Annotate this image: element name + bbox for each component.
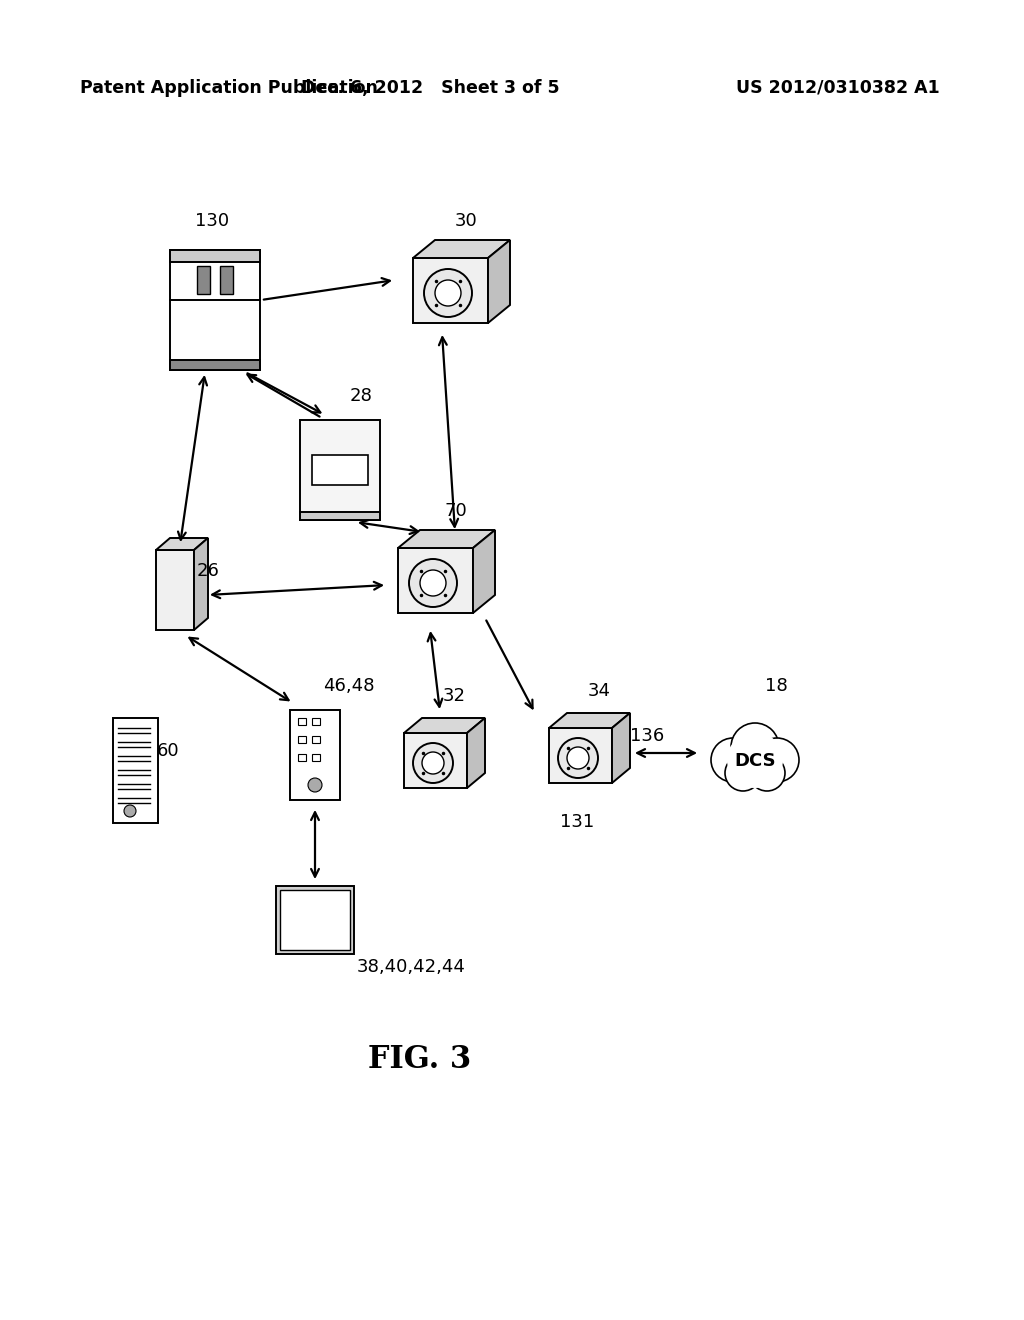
Polygon shape bbox=[156, 539, 208, 550]
Bar bbox=[290, 710, 340, 800]
Text: 131: 131 bbox=[560, 813, 594, 832]
Circle shape bbox=[124, 805, 136, 817]
Text: FIG. 3: FIG. 3 bbox=[369, 1044, 472, 1076]
Polygon shape bbox=[612, 713, 630, 783]
Circle shape bbox=[420, 570, 446, 597]
Polygon shape bbox=[413, 240, 510, 257]
Text: 46,48: 46,48 bbox=[323, 677, 375, 696]
Circle shape bbox=[409, 558, 457, 607]
Polygon shape bbox=[194, 539, 208, 630]
Text: Patent Application Publication: Patent Application Publication bbox=[80, 79, 378, 96]
Bar bbox=[298, 737, 306, 743]
Polygon shape bbox=[488, 240, 510, 323]
Bar bbox=[280, 890, 350, 950]
Circle shape bbox=[755, 738, 799, 781]
Text: DCS: DCS bbox=[734, 752, 776, 770]
Polygon shape bbox=[404, 718, 485, 733]
Circle shape bbox=[711, 738, 755, 781]
Circle shape bbox=[308, 777, 322, 792]
Circle shape bbox=[725, 755, 761, 791]
Bar bbox=[197, 267, 210, 294]
Bar bbox=[312, 718, 319, 725]
Circle shape bbox=[424, 269, 472, 317]
Circle shape bbox=[558, 738, 598, 777]
Polygon shape bbox=[473, 531, 495, 612]
Bar bbox=[113, 718, 158, 822]
Bar bbox=[300, 512, 380, 520]
Text: US 2012/0310382 A1: US 2012/0310382 A1 bbox=[736, 79, 940, 96]
Text: 34: 34 bbox=[588, 682, 611, 700]
Text: Dec. 6, 2012   Sheet 3 of 5: Dec. 6, 2012 Sheet 3 of 5 bbox=[301, 79, 559, 96]
Bar bbox=[170, 249, 260, 370]
Bar bbox=[312, 455, 368, 484]
Polygon shape bbox=[549, 729, 612, 783]
Circle shape bbox=[567, 747, 589, 770]
Text: 32: 32 bbox=[443, 686, 466, 705]
Bar bbox=[298, 718, 306, 725]
Polygon shape bbox=[549, 713, 630, 729]
Text: 30: 30 bbox=[455, 213, 478, 230]
Polygon shape bbox=[156, 550, 194, 630]
Circle shape bbox=[422, 752, 444, 774]
Bar bbox=[276, 886, 354, 954]
Bar bbox=[220, 267, 233, 294]
Text: 38,40,42,44: 38,40,42,44 bbox=[357, 958, 466, 975]
Text: 28: 28 bbox=[350, 387, 373, 405]
Text: 26: 26 bbox=[197, 562, 220, 579]
Text: 130: 130 bbox=[195, 213, 229, 230]
Text: 136: 136 bbox=[630, 727, 665, 744]
Circle shape bbox=[435, 280, 461, 306]
Bar bbox=[312, 737, 319, 743]
Polygon shape bbox=[413, 257, 488, 323]
Bar bbox=[170, 360, 260, 370]
Text: 70: 70 bbox=[445, 502, 468, 520]
Bar bbox=[312, 754, 319, 762]
Polygon shape bbox=[398, 548, 473, 612]
Circle shape bbox=[749, 755, 785, 791]
Circle shape bbox=[731, 723, 779, 771]
Text: 18: 18 bbox=[765, 677, 787, 696]
Polygon shape bbox=[398, 531, 495, 548]
Circle shape bbox=[413, 743, 453, 783]
Polygon shape bbox=[467, 718, 485, 788]
Circle shape bbox=[727, 733, 783, 788]
Bar bbox=[298, 754, 306, 762]
Bar bbox=[170, 249, 260, 261]
Text: 60: 60 bbox=[157, 742, 179, 760]
Polygon shape bbox=[404, 733, 467, 788]
Bar bbox=[300, 420, 380, 520]
